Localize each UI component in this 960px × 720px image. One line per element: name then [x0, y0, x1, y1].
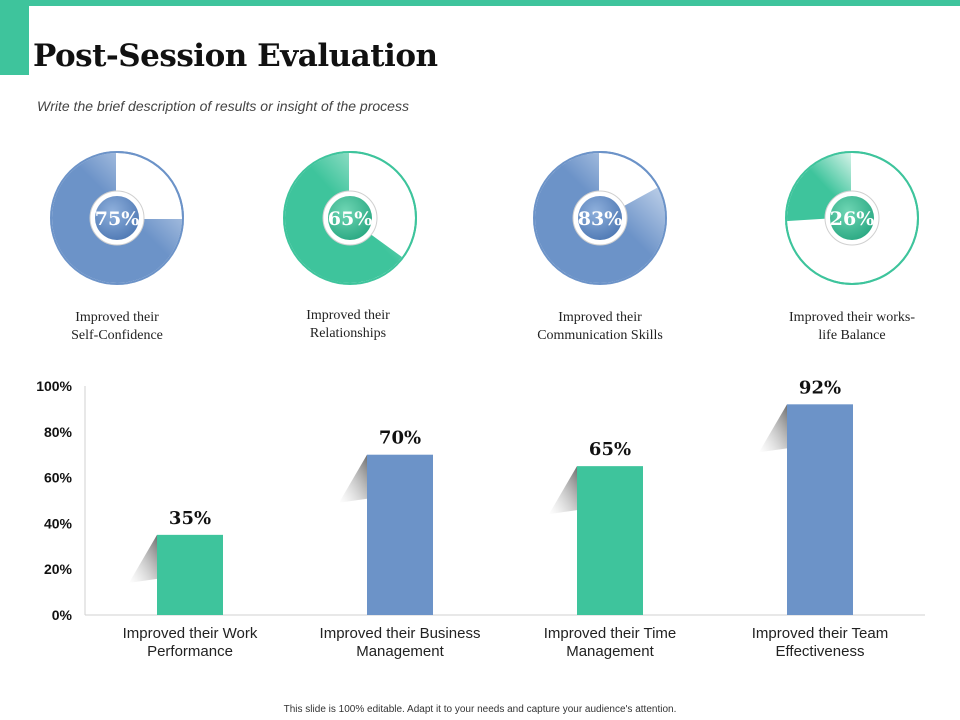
- bar: [367, 454, 433, 615]
- pie-caption-line: Self-Confidence: [71, 328, 163, 343]
- pie-caption-line: life Balance: [818, 328, 886, 343]
- bar: [577, 466, 643, 615]
- bar-value-label: 92%: [799, 377, 841, 398]
- bar-category-line: Improved their Time: [543, 625, 677, 642]
- pie-outline: [283, 151, 417, 285]
- pie-caption-line: Improved their works-: [789, 310, 915, 325]
- pie-caption-line: Improved their: [75, 310, 159, 325]
- pie-outline: [533, 151, 667, 285]
- bar-shadow: [549, 466, 577, 515]
- bar-category-label: Improved their Business Management: [300, 625, 500, 661]
- pie-svg: 26%: [785, 150, 919, 285]
- bar-category-line: Performance: [147, 643, 233, 660]
- y-tick-label: 0%: [52, 607, 73, 623]
- y-tick-label: 100%: [36, 378, 72, 394]
- pie-hub: [95, 196, 139, 240]
- bar-value-label: 70%: [379, 428, 421, 449]
- bar-category-line: Management: [356, 643, 444, 660]
- pie-svg: 65%: [283, 150, 417, 285]
- pie-hub: [328, 196, 372, 240]
- pie-caption-line: Communication Skills: [537, 328, 663, 343]
- pie-caption: Improved their Communication Skills: [505, 309, 695, 345]
- pie-value-label: 26%: [830, 208, 875, 230]
- bar-shadow: [759, 404, 787, 453]
- y-tick-label: 80%: [44, 424, 73, 440]
- top-accent-bar: [0, 0, 960, 6]
- pie-caption-line: Improved their: [558, 310, 642, 325]
- bar: [157, 534, 223, 615]
- bar-category-line: Effectiveness: [775, 643, 865, 660]
- pie-value-label: 65%: [328, 208, 373, 230]
- y-tick-label: 20%: [44, 561, 73, 577]
- pie-value-label: 83%: [578, 208, 623, 230]
- pie-hub: [830, 196, 874, 240]
- bar-category-line: Improved their Business: [319, 625, 481, 642]
- bar-category-label: Improved their Time Management: [510, 625, 710, 661]
- pie-chart-self-confidence: 75%: [47, 148, 187, 288]
- bar-category-label: Improved their Team Effectiveness: [720, 625, 920, 661]
- pie-caption: Improved their works- life Balance: [757, 309, 947, 345]
- bar-category-line: Improved their Team: [751, 625, 889, 642]
- pie-caption: Improved their Self-Confidence: [22, 309, 212, 345]
- pie-outline: [785, 151, 919, 285]
- pie-caption-line: Improved their: [306, 308, 390, 323]
- pie-svg: 75%: [50, 150, 185, 285]
- pie-outline: [50, 151, 184, 285]
- y-tick-label: 40%: [44, 515, 73, 531]
- bar-chart-svg: 0% 20% 40% 60% 80% 100% 35% 70% 65% 92%: [36, 377, 925, 623]
- pie-chart-communication-skills: 83%: [530, 148, 670, 288]
- pie-chart-work-life-balance: 26%: [782, 148, 922, 288]
- bar-shadow: [339, 454, 367, 503]
- pie-svg: 83%: [533, 150, 667, 285]
- bar-category-line: Management: [566, 643, 654, 660]
- pie-hub: [578, 196, 622, 240]
- pie-caption-line: Relationships: [309, 326, 387, 341]
- pie-chart-relationships: 65%: [280, 148, 420, 288]
- pie-value-label: 75%: [95, 208, 140, 230]
- page-subtitle: Write the brief description of results o…: [37, 98, 409, 114]
- bar-category-label: Improved their Work Performance: [90, 625, 290, 661]
- bar-chart: 0% 20% 40% 60% 80% 100% 35% 70% 65% 92% Improved …: [0, 370, 960, 710]
- bar-value-label: 65%: [589, 439, 631, 460]
- footer-note: This slide is 100% editable. Adapt it to…: [283, 704, 677, 715]
- pie-caption: Improved their Relationships: [253, 307, 443, 343]
- bar-value-label: 35%: [169, 508, 211, 529]
- bar-category-line: Improved their Work: [122, 625, 258, 642]
- bar: [787, 404, 853, 615]
- y-tick-label: 60%: [44, 470, 73, 486]
- bar-shadow: [129, 534, 157, 583]
- page-title: Post-Session Evaluation: [33, 38, 438, 74]
- corner-accent-block: [0, 0, 29, 75]
